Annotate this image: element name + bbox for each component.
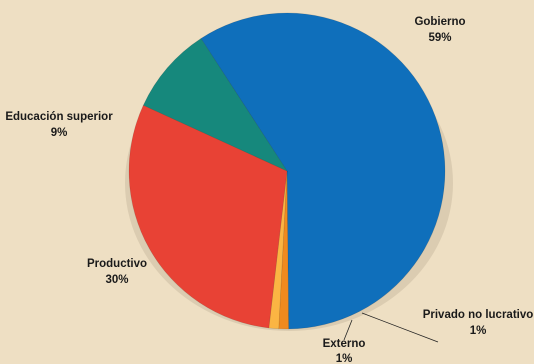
slice-gobierno [200,12,446,330]
leader-line-privado [361,312,439,343]
slice-privado-no-lucrativo [278,170,289,330]
label-productivo-name: Productivo [87,258,147,270]
slice-productivo [128,104,288,329]
label-externo-pct: 1% [336,353,353,364]
label-privado-name: Privado no lucrativo [423,309,534,321]
pie-slices [128,12,446,330]
leader-line-externo [343,319,353,341]
label-productivo-pct: 30% [105,274,128,286]
label-educacion-name: Educación superior [5,111,113,123]
label-gobierno-name: Gobierno [414,16,465,28]
label-externo-name: Externo [323,338,366,350]
slice-externo [268,170,288,330]
slice-educacion-superior [142,38,288,172]
label-privado-pct: 1% [470,325,487,337]
label-gobierno-pct: 59% [428,32,451,44]
label-educacion-pct: 9% [51,127,68,139]
